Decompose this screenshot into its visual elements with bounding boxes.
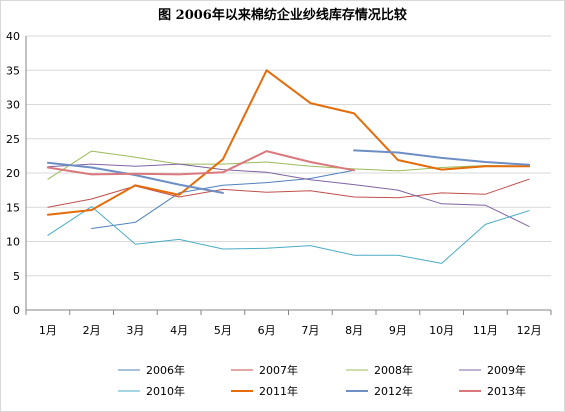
x-tick-label: 3月 [126,324,144,337]
y-tick-label: 30 [6,99,20,112]
series-line-2008年 [47,150,530,180]
series-line-2010年 [47,206,530,264]
x-tick-label: 4月 [170,324,188,337]
series-line-2012年 [353,149,531,166]
legend-label-2006年: 2006年 [146,363,185,377]
y-tick-label: 40 [6,30,20,43]
x-tick-label: 1月 [39,324,57,337]
series-line-2007年 [47,178,530,208]
series-line-2006年 [91,169,355,229]
legend-label-2012年: 2012年 [374,384,413,398]
chart-title: 图 2006年以来棉纺企业纱线库存情况比较 [158,8,407,23]
x-tick-label: 7月 [301,324,319,337]
series-line-2009年 [47,163,530,227]
x-tick-label: 6月 [258,324,276,337]
x-tick-label: 9月 [389,324,407,337]
x-tick-label: 5月 [214,324,232,337]
y-tick-label: 25 [6,133,20,146]
legend-label-2013年: 2013年 [487,384,526,398]
y-tick-label: 15 [6,201,20,214]
legend-label-2010年: 2010年 [146,384,185,398]
x-tick-label: 8月 [345,324,363,337]
x-tick-label: 11月 [473,324,498,337]
legend-label-2009年: 2009年 [487,363,526,377]
y-tick-label: 20 [6,167,20,180]
x-tick-label: 2月 [83,324,101,337]
y-tick-label: 10 [6,236,20,249]
y-tick-label: 35 [6,64,20,77]
x-tick-label: 12月 [517,324,542,337]
series-line-2012年 [46,161,224,194]
series-line-2013年 [46,150,356,176]
y-tick-label: 0 [13,304,20,317]
legend-label-2007年: 2007年 [259,363,298,377]
legend-label-2011年: 2011年 [259,384,298,398]
series-line-2011年 [46,69,531,216]
x-tick-label: 10月 [429,324,454,337]
legend-label-2008年: 2008年 [374,363,413,377]
y-tick-label: 5 [13,270,20,283]
